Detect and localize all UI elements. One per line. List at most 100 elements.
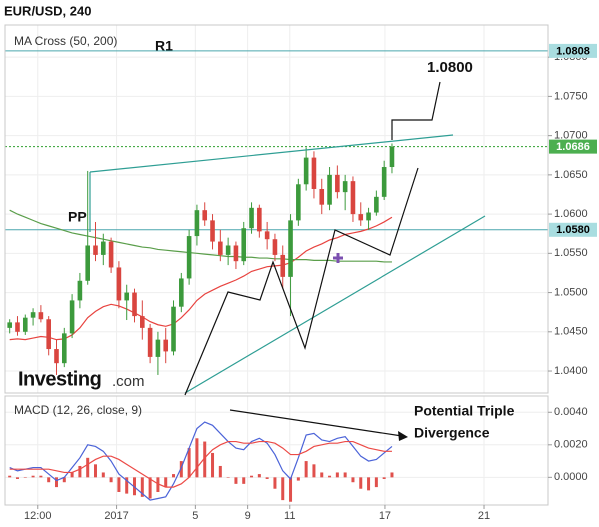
candle-body — [163, 339, 169, 352]
target-pointer — [391, 81, 441, 140]
candle-body — [171, 306, 176, 352]
histogram-bar — [273, 477, 277, 489]
histogram-bar — [374, 477, 378, 488]
histogram-bar — [54, 477, 58, 488]
histogram-bar — [343, 472, 347, 478]
pattern-line — [184, 167, 419, 396]
candle-body — [319, 188, 325, 205]
panel — [7, 143, 395, 375]
candle-body — [46, 319, 51, 350]
histogram-bar — [390, 472, 394, 478]
histogram-bar — [101, 472, 105, 478]
histogram-bar — [226, 477, 230, 478]
histogram-bar — [109, 477, 113, 483]
panel — [8, 421, 394, 502]
histogram-bar — [164, 477, 168, 488]
candle-body — [381, 167, 387, 197]
candle-body — [77, 280, 83, 301]
histogram-bar — [117, 477, 121, 492]
price-box — [549, 222, 597, 237]
candle-body — [272, 239, 278, 255]
candle-body — [257, 207, 262, 232]
y-tick-label: 1.0700 — [554, 130, 588, 142]
x-tick-label: 21 — [478, 510, 490, 522]
histogram-bar — [47, 477, 51, 483]
histogram-bar — [31, 475, 35, 478]
histogram-bar — [156, 477, 160, 492]
x-tick-label: 2017 — [104, 510, 128, 522]
y-tick-label: 1.0400 — [554, 365, 588, 377]
candle-body — [202, 210, 208, 221]
candle-body — [22, 317, 28, 332]
cross-marker — [333, 253, 343, 263]
candle-body — [233, 245, 239, 262]
y-tick-label: 1.0550 — [554, 247, 588, 259]
candle-body — [179, 278, 184, 307]
plot-layer — [7, 143, 395, 502]
candle-body — [186, 236, 192, 279]
x-tick-label: 12:00 — [24, 510, 52, 522]
histogram-bar — [172, 474, 176, 478]
histogram-bar — [359, 477, 363, 489]
annotation: PP — [68, 209, 87, 225]
histogram-bar — [125, 477, 129, 494]
candle-body — [342, 181, 348, 193]
panel-label: MA Cross (50, 200) — [14, 34, 117, 48]
candle-body — [7, 322, 12, 328]
y-tick-label: 1.0450 — [554, 326, 588, 338]
histogram-bar — [211, 452, 215, 478]
candle-body — [155, 339, 161, 357]
candle-body — [249, 207, 254, 229]
candle-body — [93, 245, 98, 255]
axis-layer: 1.0400 1.0450 1.0500 1.0550 1.0600 1.0650 1.07… — [24, 43, 597, 522]
histogram-bar — [265, 477, 269, 479]
candle-body — [280, 254, 286, 277]
histogram-bar — [382, 477, 386, 479]
histogram-bar — [8, 475, 12, 478]
x-tick-label: 5 — [192, 510, 198, 522]
price-label: 1.0808 — [556, 45, 590, 57]
y-tick-label: 1.0500 — [554, 286, 588, 298]
candle-body — [38, 312, 44, 320]
macd-panel-frame — [4, 395, 549, 506]
x-tick-label: 9 — [245, 510, 251, 522]
y-tick-label: 1.0750 — [554, 90, 588, 102]
candle-body — [264, 231, 270, 240]
histogram-bar — [320, 472, 324, 478]
histogram-bar — [187, 448, 191, 478]
candle-body — [288, 220, 293, 277]
histogram-bar — [140, 477, 144, 497]
candle-body — [30, 312, 36, 318]
histogram-bar — [234, 477, 238, 484]
y-tick-label: 1.0650 — [554, 169, 588, 181]
chart-title: EUR/USD, 240 — [4, 3, 91, 18]
candle-body — [61, 333, 67, 364]
price-panel-frame — [4, 24, 549, 394]
series-line — [9, 421, 393, 501]
histogram-bar — [335, 472, 339, 478]
histogram-bar — [312, 464, 316, 478]
price-box — [549, 139, 597, 154]
series-line — [9, 209, 392, 263]
histogram-bar — [257, 474, 261, 478]
candle-body — [366, 212, 371, 221]
candle-body — [108, 241, 114, 268]
candle-body — [225, 245, 231, 255]
candle-body — [101, 241, 106, 255]
histogram-bar — [94, 464, 97, 478]
y-tick-label: 0.0000 — [554, 471, 588, 483]
candle-body — [296, 184, 301, 221]
histogram-bar — [250, 475, 254, 478]
drawings — [89, 81, 486, 441]
annotation: 1.0800 — [427, 59, 473, 76]
series-line — [9, 216, 393, 341]
candle-body — [389, 146, 395, 168]
x-tick-label: 17 — [379, 510, 391, 522]
candle-body — [374, 196, 379, 213]
histogram-bar — [15, 477, 19, 479]
histogram-bar — [289, 477, 293, 502]
candle-body — [218, 241, 223, 255]
histogram-bar — [367, 477, 371, 491]
y-tick-label: 0.0020 — [554, 439, 588, 451]
